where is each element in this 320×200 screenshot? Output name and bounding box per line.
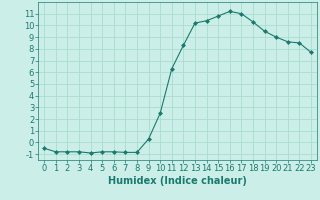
X-axis label: Humidex (Indice chaleur): Humidex (Indice chaleur) [108, 176, 247, 186]
